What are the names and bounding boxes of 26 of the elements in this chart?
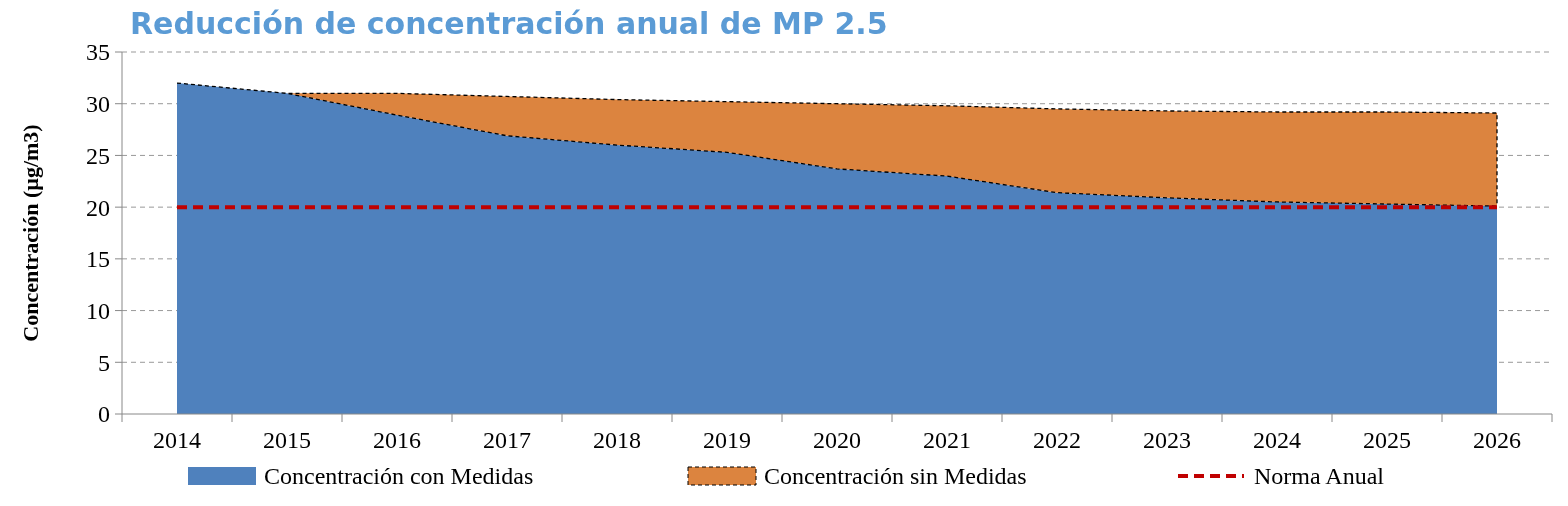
y-tick-label: 30 — [86, 91, 110, 118]
x-tick-label: 2026 — [1473, 427, 1521, 453]
y-tick-label: 5 — [98, 349, 110, 376]
x-tick-label: 2018 — [593, 427, 641, 453]
x-tick-label: 2024 — [1253, 427, 1301, 453]
x-tick-label: 2017 — [483, 427, 531, 453]
y-tick-label: 35 — [86, 39, 110, 66]
legend-label: Concentración con Medidas — [264, 463, 534, 489]
x-tick-label: 2021 — [923, 427, 971, 453]
legend-label: Norma Anual — [1254, 463, 1385, 489]
chart-title: Reducción de concentración anual de MP 2.5 — [130, 6, 888, 41]
x-tick-label: 2016 — [373, 427, 421, 453]
x-tick-label: 2023 — [1143, 427, 1191, 453]
x-tick-label: 2019 — [703, 427, 751, 453]
y-axis-title: Concentración (µg/m3) — [18, 124, 43, 342]
legend-label: Concentración sin Medidas — [764, 463, 1027, 489]
x-tick-label: 2020 — [813, 427, 861, 453]
x-tick-label: 2015 — [263, 427, 311, 453]
x-tick-label: 2025 — [1363, 427, 1411, 453]
y-tick-label: 25 — [86, 142, 110, 169]
y-tick-label: 0 — [98, 401, 110, 428]
y-tick-label: 15 — [86, 246, 110, 273]
y-tick-label: 10 — [86, 297, 110, 324]
x-tick-label: 2014 — [153, 427, 201, 453]
x-tick-label: 2022 — [1033, 427, 1081, 453]
y-tick-label: 20 — [86, 194, 110, 221]
